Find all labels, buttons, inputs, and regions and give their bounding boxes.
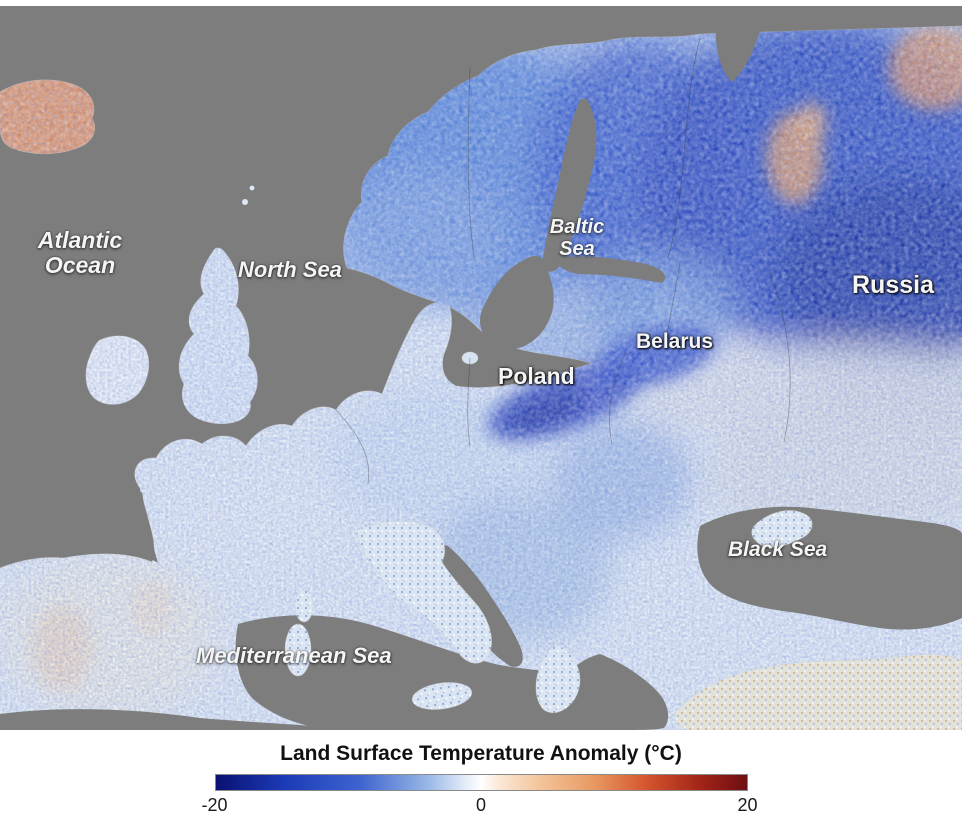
legend: Land Surface Temperature Anomaly (°C) -2…	[0, 730, 962, 830]
europe-map	[0, 6, 962, 730]
danish-isles	[461, 351, 479, 365]
alboran-sea	[0, 709, 335, 730]
shetland-islands	[242, 199, 248, 205]
bay-of-biscay	[59, 492, 159, 563]
aegean-sea	[554, 654, 669, 730]
top-margin	[0, 0, 962, 6]
italy-landmass	[357, 521, 492, 664]
adriatic-sea	[438, 545, 523, 667]
greece-peninsula	[535, 645, 581, 714]
orkney-islands	[249, 185, 255, 191]
white-sea	[715, 6, 766, 82]
turkey-landmass	[674, 654, 962, 730]
legend-colorbar	[214, 774, 748, 791]
sardinia-island	[284, 623, 312, 677]
gulf-of-finland	[556, 256, 666, 283]
legend-unit: (°C)	[644, 742, 682, 765]
legend-ticks: -20 0 20	[201, 795, 757, 817]
baltic-sea-body	[480, 255, 554, 350]
europe-map-area: Atlantic Ocean North Sea Baltic Sea Russ…	[0, 6, 962, 730]
sicily-island	[411, 682, 473, 710]
legend-tick-min: -20	[201, 795, 228, 815]
legend-tick-max: 20	[737, 795, 758, 815]
corsica-island	[294, 589, 314, 623]
legend-tick-zero: 0	[475, 795, 487, 815]
country-borders	[335, 37, 791, 485]
legend-title-text: Land Surface Temperature Anomaly	[280, 742, 639, 765]
crimea-peninsula	[751, 510, 813, 548]
gulf-of-bothnia	[542, 98, 597, 272]
legend-title: Land Surface Temperature Anomaly (°C)	[0, 742, 962, 766]
